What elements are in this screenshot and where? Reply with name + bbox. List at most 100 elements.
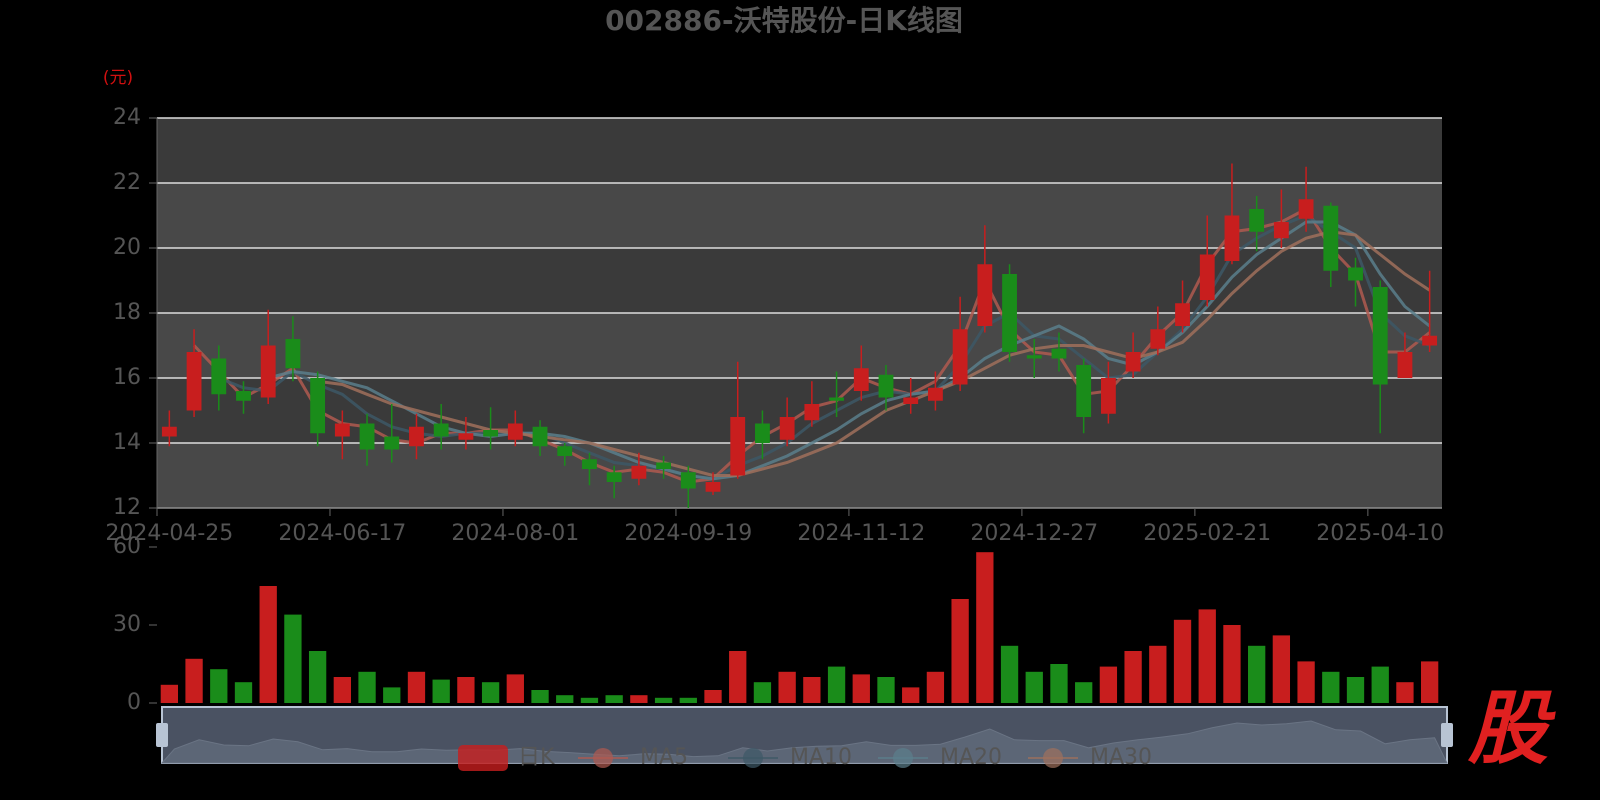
volume-bar [234,682,253,703]
candle-body [507,423,523,440]
x-tick-label: 2025-02-21 [1143,521,1271,546]
candle-body [829,397,844,401]
candle-body [557,446,573,456]
volume-bar [1173,619,1192,703]
volume-bar [160,684,179,703]
legend-label[interactable]: 日K [518,745,555,770]
volume-bar [679,697,697,703]
watermark: 股 [1467,682,1556,775]
candle-body [606,472,622,482]
grid-band [157,443,1442,508]
volume-bar [506,674,524,703]
volume-bar [333,677,351,703]
candle-body [186,352,202,411]
candle-body [384,436,400,450]
candle-body [1175,303,1190,326]
legend-label[interactable]: MA5 [640,745,688,770]
candle-body [285,339,301,369]
candle-body [334,423,350,437]
volume-bar [556,695,574,703]
candle-body [928,387,943,401]
candle-body [730,417,746,476]
candle-body [1422,335,1438,346]
candle-body [483,430,499,437]
candle-body [532,426,548,447]
candle-body [755,423,770,443]
candle-body [161,426,177,437]
volume-bar [926,671,945,703]
volume-bar [877,677,895,703]
volume-bar [284,614,302,703]
candle-body [1125,352,1141,372]
volume-bar [185,658,203,703]
x-tick-label: 2024-11-12 [797,521,925,546]
volume-bar [605,695,623,703]
candle-body [260,345,276,398]
legend-label[interactable]: MA20 [940,745,1002,770]
zoom-handle[interactable] [156,723,168,747]
volume-bar [531,690,549,703]
ma-line [267,220,1431,481]
legend-label[interactable]: MA30 [1090,745,1152,770]
candle-body [1199,254,1215,300]
legend-label[interactable]: MA10 [790,745,852,770]
y-tick-label: 20 [113,235,141,260]
volume-bar [1198,609,1216,703]
volume-bar [407,671,426,703]
zoom-handle[interactable] [1441,723,1453,747]
candle-body [310,378,326,434]
candle-body [779,417,795,440]
volume-bar [654,697,673,703]
volume-bar [1025,671,1043,703]
candle-body [1026,355,1042,359]
grid-band [157,118,1442,183]
volume-bar [383,687,401,703]
volume-bar [803,677,821,703]
x-tick-label: 2024-04-25 [105,521,233,546]
volume-bar [1346,677,1365,703]
x-tick-label: 2024-06-17 [278,521,406,546]
candle-body [853,368,869,391]
volume-bar [1149,645,1167,703]
y-unit: (元) [103,68,133,88]
volume-bar [852,674,870,703]
volume-bar [729,651,747,703]
plot: 12 14 16 18 20 22 24 2024-04-25 2024-06-17 2024-0… [105,105,1453,771]
y-tick-label: 12 [113,495,141,520]
legend-swatch [458,745,508,771]
volume-bar [778,671,796,703]
candle-body [1224,215,1240,261]
candle-body [804,404,820,421]
volume-bar [1223,625,1241,703]
volume-bar [1322,671,1340,703]
candle-body [952,329,968,385]
candle-body [1372,287,1388,385]
y-tick-label: 30 [113,612,141,637]
volume-bar [1297,661,1315,703]
candle-body [680,472,696,489]
candle-body [1273,222,1289,239]
candle-body [705,482,721,492]
volume-bar [753,682,772,703]
candle-body [878,374,894,398]
y-tick-label: 60 [113,534,141,559]
legend-dot [1043,748,1063,768]
candle-body [236,391,251,401]
y-tick-label: 16 [113,365,141,390]
y-tick-label: 22 [113,170,141,195]
legend-dot [593,748,613,768]
y-tick-label: 14 [113,430,141,455]
candle-body [433,423,449,437]
x-tick-label: 2024-09-19 [624,521,752,546]
volume-bar [210,669,228,703]
x-tick-label: 2024-08-01 [451,521,579,546]
volume-bar [951,599,969,703]
volume-bar [1124,651,1142,703]
y-tick-label: 18 [113,300,141,325]
candle-body [903,397,919,404]
volume-bar [1420,661,1439,703]
volume-bar [1075,682,1093,703]
candle-body [1348,267,1363,281]
volume-bar [457,677,475,703]
